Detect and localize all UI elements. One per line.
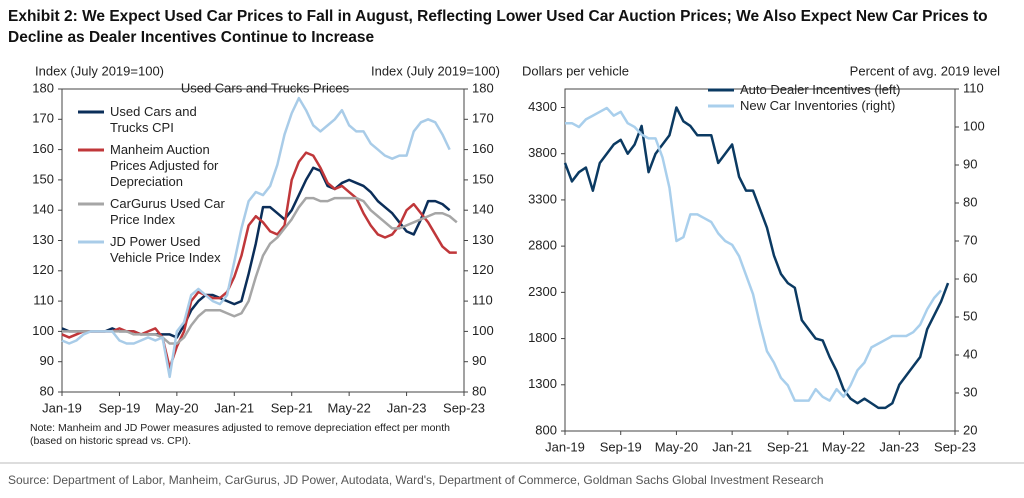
legend-item: New Car Inventories (right)	[706, 98, 946, 114]
y-tick-label: 2300	[528, 284, 557, 299]
y2-tick-label: 110	[963, 80, 984, 95]
y2-tick-label: 150	[472, 171, 494, 186]
x-tick-label: Jan-21	[712, 439, 752, 454]
x-tick-label: Sep-23	[934, 439, 976, 454]
y-tick-label: 180	[32, 80, 54, 95]
series-line	[61, 96, 451, 379]
y2-tick-label: 50	[963, 308, 977, 323]
y2-tick-label: 90	[963, 156, 977, 171]
y-tick-label: 100	[32, 323, 54, 338]
legend-swatch	[78, 202, 104, 206]
legend-item: Used Cars and Trucks CPI	[76, 104, 236, 136]
x-tick-label: Sep-23	[443, 400, 485, 415]
y2-tick-label: 60	[963, 270, 977, 285]
y-tick-label: 1800	[528, 330, 557, 345]
legend-swatch	[78, 110, 104, 114]
y2-tick-label: 30	[963, 384, 977, 399]
legend-item: CarGurus Used Car Price Index	[76, 196, 236, 228]
y2-axis-label: Percent of avg. 2019 level	[850, 63, 1000, 78]
legend-swatch	[708, 104, 734, 108]
y-tick-label: 1300	[528, 376, 557, 391]
y-tick-label: 120	[32, 262, 54, 277]
legend-label: Manheim Auction Prices Adjusted for Depr…	[110, 142, 219, 189]
y-axis-label: Dollars per vehicle	[522, 63, 629, 78]
legend-swatch	[708, 88, 734, 92]
y2-tick-label: 160	[472, 141, 494, 156]
legend-item: Auto Dealer Incentives (left)	[706, 82, 946, 98]
y-tick-label: 800	[535, 422, 557, 437]
legend: Auto Dealer Incentives (left) New Car Inv…	[706, 82, 946, 114]
legend-label: New Car Inventories (right)	[740, 98, 896, 113]
legend-label: CarGurus Used Car Price Index	[110, 196, 225, 227]
x-tick-label: Jan-19	[42, 400, 82, 415]
y-tick-label: 130	[32, 232, 54, 247]
y-axis-label: Index (July 2019=100)	[35, 63, 164, 78]
x-tick-label: Jan-23	[879, 439, 919, 454]
chart-title: Used Cars and Trucks Prices	[181, 80, 350, 95]
y2-tick-label: 130	[472, 232, 494, 247]
legend-item: JD Power Used Vehicle Price Index	[76, 234, 236, 266]
legend: Used Cars and Trucks CPI Manheim Auction …	[76, 104, 236, 272]
y2-tick-label: 100	[963, 118, 985, 133]
y2-tick-label: 170	[472, 111, 494, 126]
y2-tick-label: 20	[963, 422, 977, 437]
y-tick-label: 160	[32, 141, 54, 156]
legend-label: Auto Dealer Incentives (left)	[740, 82, 901, 97]
x-tick-label: May-20	[155, 400, 198, 415]
source: Source: Department of Labor, Manheim, Ca…	[8, 473, 824, 487]
y-tick-label: 3800	[528, 145, 557, 160]
y-tick-label: 170	[32, 111, 54, 126]
y-tick-label: 150	[32, 171, 54, 186]
x-tick-label: Jan-21	[214, 400, 254, 415]
legend-item: Manheim Auction Prices Adjusted for Depr…	[76, 142, 236, 190]
y2-tick-label: 140	[472, 202, 494, 217]
legend-label: Used Cars and Trucks CPI	[110, 104, 197, 135]
y-tick-label: 90	[40, 353, 54, 368]
legend-swatch	[78, 148, 104, 152]
y-tick-label: 3300	[528, 191, 557, 206]
x-tick-label: Sep-19	[98, 400, 140, 415]
y2-tick-label: 70	[963, 232, 977, 247]
y-tick-label: 140	[32, 202, 54, 217]
plot-frame	[564, 88, 956, 432]
x-tick-label: May-22	[822, 439, 865, 454]
series-line	[563, 106, 950, 410]
y2-axis-label: Index (July 2019=100)	[371, 63, 500, 78]
x-tick-label: Jan-19	[545, 439, 585, 454]
y2-tick-label: 90	[472, 353, 486, 368]
legend-label: JD Power Used Vehicle Price Index	[110, 234, 221, 265]
series-line	[62, 196, 458, 345]
x-tick-label: Jan-23	[387, 400, 427, 415]
y2-tick-label: 80	[472, 383, 486, 398]
x-tick-label: Sep-21	[271, 400, 313, 415]
y2-tick-label: 110	[472, 293, 493, 308]
y-tick-label: 80	[40, 383, 54, 398]
legend-swatch	[78, 240, 104, 244]
page-title: Exhibit 2: We Expect Used Car Prices to …	[8, 8, 988, 46]
series-line	[565, 106, 942, 402]
y-tick-label: 4300	[528, 99, 557, 114]
x-tick-label: May-20	[655, 439, 698, 454]
chart-note: Note: Manheim and JD Power measures adju…	[30, 422, 451, 447]
y-tick-label: 2800	[528, 238, 557, 253]
y2-tick-label: 180	[472, 80, 494, 95]
x-tick-label: Sep-19	[600, 439, 642, 454]
y2-tick-label: 120	[472, 262, 494, 277]
y-tick-label: 110	[33, 293, 54, 308]
y2-tick-label: 100	[472, 323, 494, 338]
x-tick-label: May-22	[327, 400, 370, 415]
y2-tick-label: 80	[963, 194, 977, 209]
y2-tick-label: 40	[963, 346, 977, 361]
x-tick-label: Sep-21	[767, 439, 809, 454]
